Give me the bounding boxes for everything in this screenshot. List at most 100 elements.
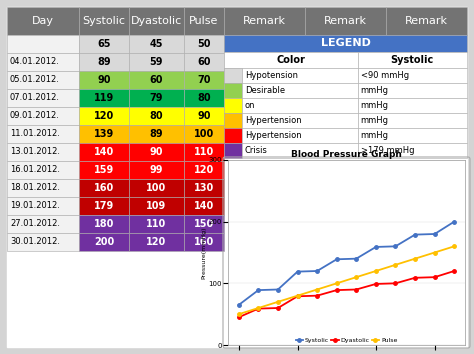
Bar (129, 125, 184, 143)
Bar (79, 89, 129, 107)
Pulse (295, 293, 301, 298)
Bar (129, 89, 184, 107)
Text: 89: 89 (97, 57, 111, 67)
Text: 60: 60 (150, 75, 163, 85)
Bar (129, 143, 184, 161)
Bar (224, 128, 242, 143)
Dyastolic (236, 315, 242, 319)
Text: Remark: Remark (405, 16, 448, 26)
Text: Pulse: Pulse (189, 16, 219, 26)
Pulse (334, 281, 339, 285)
Text: <90 mmHg: <90 mmHg (361, 71, 409, 80)
Text: 70: 70 (197, 75, 211, 85)
Systolic (314, 269, 320, 273)
Systolic (412, 233, 418, 237)
Line: Systolic: Systolic (237, 220, 456, 307)
Text: 160: 160 (94, 183, 114, 193)
Text: Crisis: Crisis (245, 146, 268, 155)
Text: 50: 50 (197, 39, 211, 49)
Bar (184, 197, 224, 215)
Text: 90: 90 (197, 111, 211, 121)
Dyastolic (412, 276, 418, 280)
Text: >179 mmHg: >179 mmHg (361, 146, 414, 155)
Text: Remark: Remark (243, 16, 286, 26)
Bar (129, 233, 184, 251)
Pulse (432, 250, 438, 255)
Bar (79, 161, 129, 179)
Bar (7, 179, 79, 197)
Text: Systolic: Systolic (82, 16, 126, 26)
Text: 99: 99 (150, 165, 163, 175)
Bar (7, 107, 79, 125)
Text: 120: 120 (94, 111, 114, 121)
Bar (358, 143, 467, 158)
Bar (358, 68, 467, 83)
Title: Blood Pressure Graph: Blood Pressure Graph (291, 150, 402, 159)
Bar (358, 83, 467, 98)
Bar (129, 161, 184, 179)
Text: Systolic: Systolic (391, 55, 434, 65)
Text: on: on (245, 101, 255, 110)
Text: Dyastolic: Dyastolic (131, 16, 182, 26)
Text: 150: 150 (194, 219, 214, 229)
Text: Color: Color (276, 55, 305, 65)
Bar (305, 7, 386, 35)
Text: mmHg: mmHg (361, 86, 389, 95)
Text: mmHg: mmHg (361, 131, 389, 140)
Text: 04.01.2012.: 04.01.2012. (10, 57, 60, 67)
Dyastolic (432, 275, 438, 279)
Text: 100: 100 (194, 129, 214, 139)
Bar (79, 179, 129, 197)
Bar (224, 52, 358, 68)
Bar (7, 197, 79, 215)
Bar (129, 71, 184, 89)
Pulse (236, 312, 242, 316)
Text: 120: 120 (146, 237, 167, 247)
Bar (358, 52, 467, 68)
Bar (224, 35, 467, 52)
Pulse (373, 269, 379, 273)
Text: 80: 80 (150, 111, 164, 121)
Bar (242, 113, 358, 128)
Bar (224, 68, 242, 83)
Pulse (255, 306, 261, 310)
Dyastolic (373, 282, 379, 286)
Text: mmHg: mmHg (361, 101, 389, 110)
Dyastolic (392, 281, 398, 285)
Pulse (314, 287, 320, 292)
Text: 130: 130 (194, 183, 214, 193)
Bar (79, 125, 129, 143)
Text: 159: 159 (94, 165, 114, 175)
Bar (224, 113, 242, 128)
Bar (7, 53, 79, 71)
Dyastolic (275, 306, 281, 310)
Text: 140: 140 (194, 201, 214, 211)
Bar (184, 125, 224, 143)
Bar (7, 7, 79, 35)
Bar (129, 179, 184, 197)
Bar (224, 7, 305, 35)
Text: 16.01.2012.: 16.01.2012. (10, 166, 60, 175)
Text: 200: 200 (94, 237, 114, 247)
Bar (184, 179, 224, 197)
Legend: Systolic, Dyastolic, Pulse: Systolic, Dyastolic, Pulse (293, 335, 400, 346)
Text: 90: 90 (150, 147, 163, 157)
Bar (184, 107, 224, 125)
Bar (129, 35, 184, 53)
Pulse (392, 263, 398, 267)
Text: 13.01.2012.: 13.01.2012. (10, 148, 60, 156)
Bar (184, 71, 224, 89)
Systolic (354, 257, 359, 261)
Bar (7, 215, 79, 233)
Systolic (451, 219, 457, 224)
Line: Pulse: Pulse (237, 245, 456, 316)
Pulse (412, 257, 418, 261)
Dyastolic (451, 269, 457, 273)
Text: 180: 180 (94, 219, 114, 229)
Text: 80: 80 (197, 93, 211, 103)
Systolic (255, 288, 261, 292)
Bar (358, 113, 467, 128)
Bar (184, 53, 224, 71)
Bar (79, 215, 129, 233)
Dyastolic (354, 287, 359, 292)
